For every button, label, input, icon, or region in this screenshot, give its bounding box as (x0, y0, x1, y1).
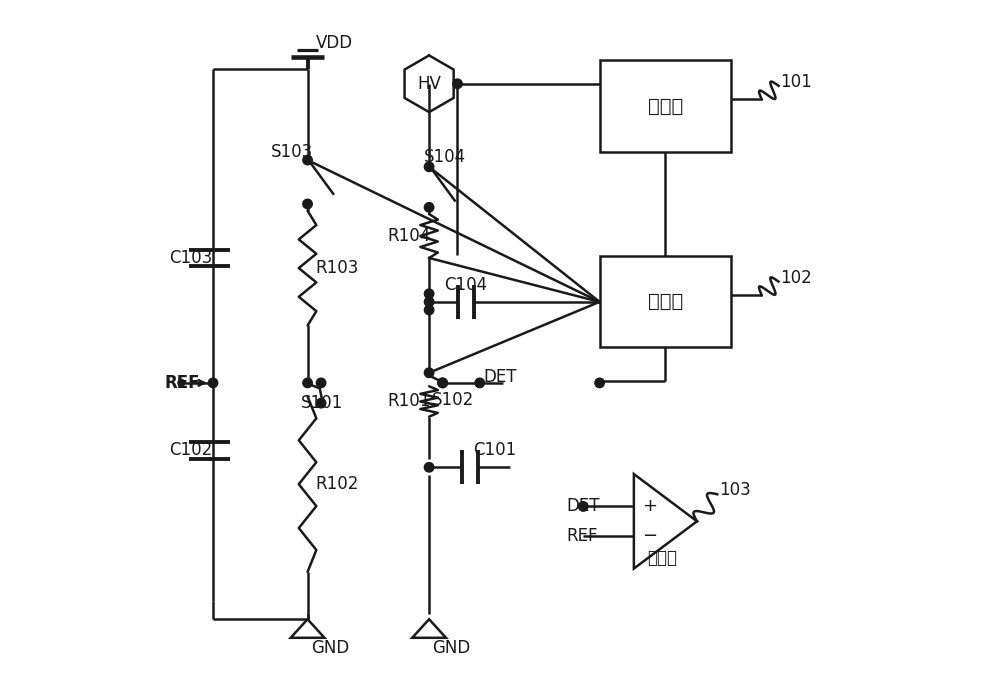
Text: R102: R102 (316, 475, 359, 493)
Text: 比较器: 比较器 (647, 549, 677, 567)
Circle shape (424, 297, 434, 306)
Circle shape (438, 378, 447, 388)
Text: +: + (642, 498, 657, 515)
Text: 103: 103 (719, 481, 751, 499)
Text: C102: C102 (169, 441, 212, 460)
Text: DET: DET (566, 498, 600, 515)
Bar (600, 60, 731, 152)
Text: R104: R104 (387, 227, 430, 245)
Circle shape (424, 368, 434, 378)
Text: 控制器: 控制器 (648, 292, 683, 311)
Text: C101: C101 (473, 441, 516, 460)
Text: 101: 101 (780, 73, 812, 92)
Text: S103: S103 (270, 143, 313, 161)
Text: −: − (642, 527, 657, 545)
Text: C103: C103 (169, 249, 212, 267)
Text: S101: S101 (301, 394, 343, 412)
Circle shape (578, 502, 588, 511)
Text: 102: 102 (780, 269, 812, 287)
Circle shape (424, 203, 434, 212)
Circle shape (303, 155, 312, 165)
Text: VDD: VDD (316, 35, 353, 52)
Circle shape (424, 162, 434, 172)
Text: C104: C104 (444, 276, 487, 294)
Text: DET: DET (483, 368, 517, 386)
Text: GND: GND (432, 639, 471, 656)
Text: HV: HV (417, 75, 441, 93)
Text: REF: REF (566, 527, 598, 545)
Text: S104: S104 (424, 148, 466, 165)
Text: 电荷泵: 电荷泵 (648, 96, 683, 115)
Circle shape (424, 305, 434, 315)
Circle shape (453, 79, 462, 89)
Text: GND: GND (311, 639, 349, 656)
Circle shape (424, 462, 434, 472)
Circle shape (208, 378, 218, 388)
Circle shape (424, 289, 434, 298)
Circle shape (438, 378, 447, 388)
Text: REF: REF (164, 374, 200, 392)
Circle shape (303, 378, 312, 388)
Circle shape (316, 399, 326, 408)
Circle shape (475, 378, 484, 388)
Text: S102: S102 (432, 391, 474, 409)
Circle shape (595, 378, 604, 388)
Circle shape (316, 378, 326, 388)
Text: R101: R101 (387, 393, 431, 410)
Text: R103: R103 (316, 259, 359, 277)
Circle shape (178, 380, 185, 386)
Bar (600, 256, 731, 347)
Circle shape (303, 199, 312, 209)
